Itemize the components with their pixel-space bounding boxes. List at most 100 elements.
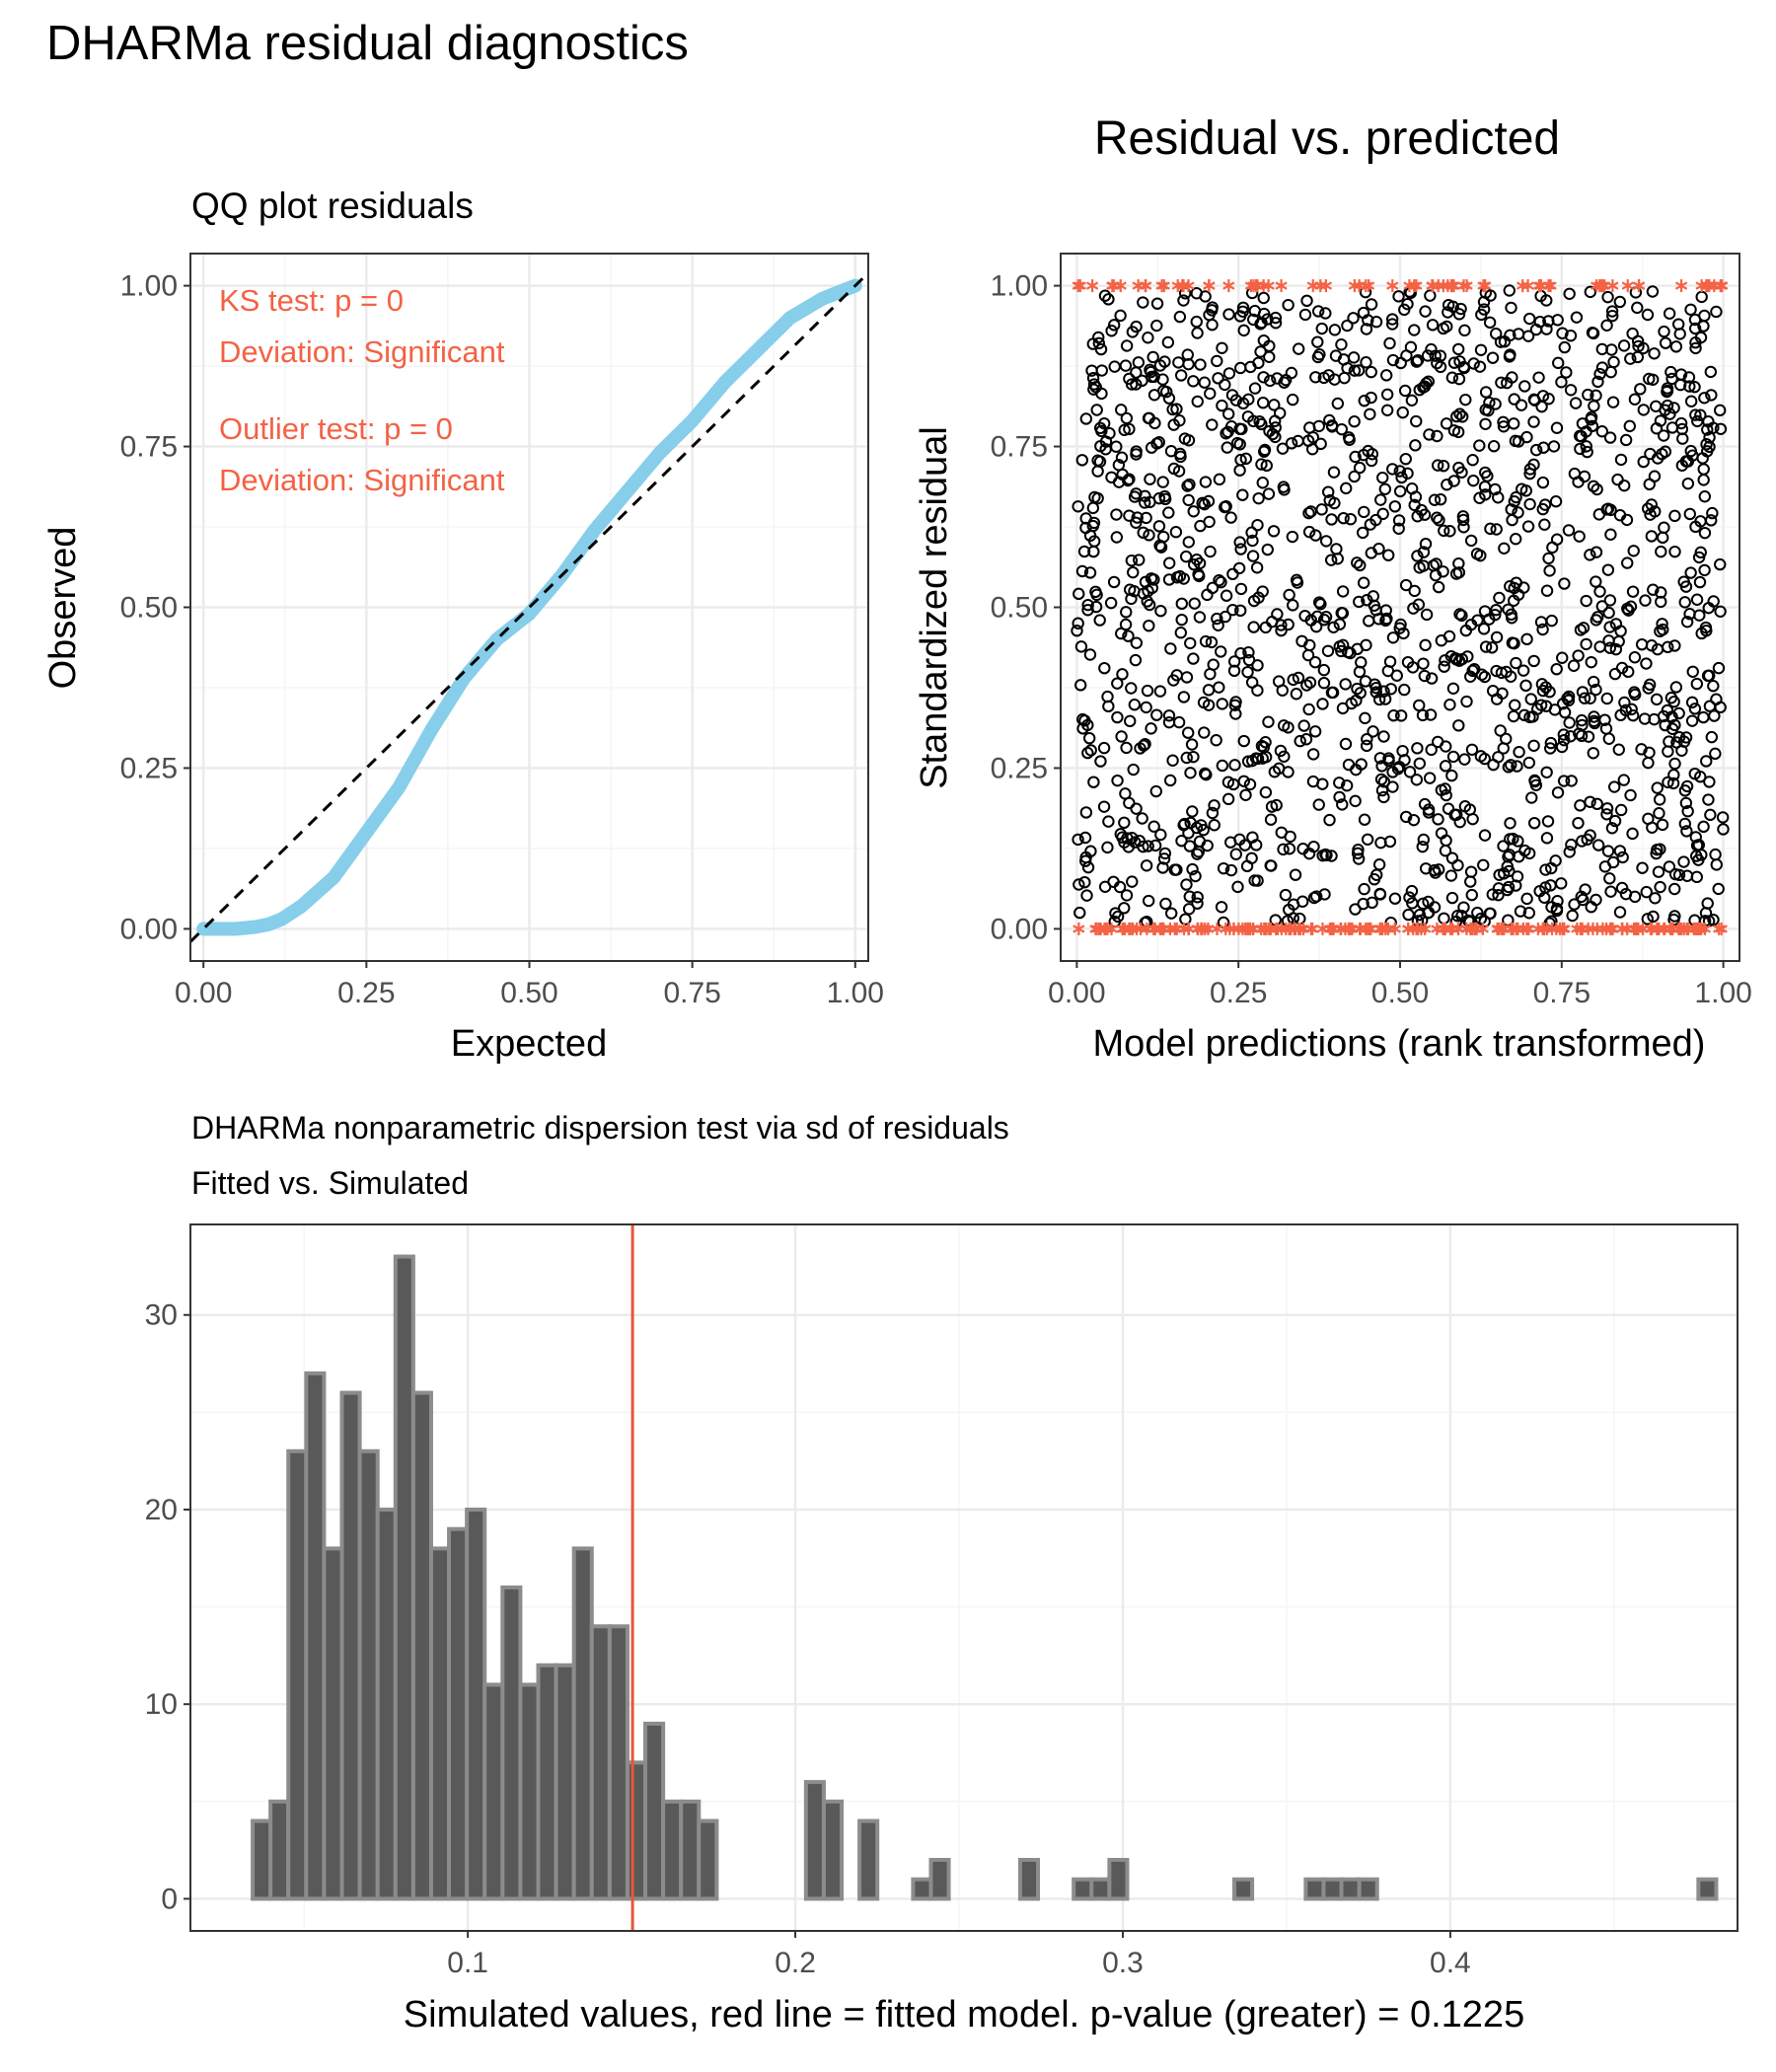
residual-point (1182, 903, 1196, 916)
residual-point (1119, 618, 1133, 631)
residual-point (1698, 563, 1711, 577)
residual-point (1246, 534, 1259, 548)
residual-point (1314, 437, 1327, 451)
residual-point (1683, 608, 1696, 621)
residual-point (1360, 323, 1373, 335)
outlier-point-high (1319, 279, 1333, 293)
outlier-point-low (1605, 922, 1618, 935)
residual-point (1502, 880, 1516, 894)
residual-point (1678, 784, 1692, 797)
residual-point (1252, 356, 1265, 370)
residual-point (1383, 655, 1397, 668)
residual-point (1576, 686, 1590, 699)
residual-point (1408, 324, 1421, 336)
residual-point (1130, 636, 1144, 649)
residual-point (1125, 554, 1139, 567)
residual-point (1422, 895, 1435, 909)
outlier-point-low (1557, 922, 1571, 935)
residual-point (1130, 366, 1143, 379)
residual-point (1452, 556, 1465, 570)
residual-point (1236, 488, 1249, 501)
outlier-point-low (1715, 922, 1728, 935)
residual-point (1343, 433, 1356, 446)
residual-point (1538, 518, 1551, 531)
residual-point (1424, 708, 1438, 721)
qq-plot-panel: QQ plot residuals 0.00 0.00 0.25 0.25 0.50 0.… (42, 185, 884, 1065)
residual-point (1237, 775, 1250, 787)
residual-point (1603, 594, 1617, 607)
residual-point (1336, 585, 1350, 598)
residual-point (1497, 742, 1510, 755)
residual-point (1580, 594, 1592, 608)
residual-point (1595, 342, 1608, 356)
residual-point (1699, 907, 1713, 920)
residual-point (1183, 890, 1196, 903)
residual-point (1478, 829, 1492, 842)
residual-point (1574, 624, 1588, 636)
residual-point (1634, 383, 1647, 396)
residual-plot-title: Residual vs. predicted (1094, 112, 1560, 165)
residual-point (1340, 779, 1354, 792)
residual-point (1636, 861, 1649, 874)
outlier-point-low (1651, 922, 1665, 935)
residual-point (1487, 758, 1500, 772)
residual-point (1303, 421, 1316, 434)
residual-point (1677, 575, 1690, 588)
qq-annotation-ks-deviation: Deviation: Significant (219, 334, 505, 369)
histogram-bar (1072, 1877, 1094, 1901)
outlier-point-low (1353, 922, 1367, 935)
residual-point (1406, 897, 1419, 910)
residual-point (1357, 897, 1369, 911)
residual-point (1154, 605, 1167, 618)
residual-point (1512, 328, 1525, 340)
residual-point (1575, 890, 1588, 904)
residual-point (1576, 835, 1589, 848)
residual-point (1598, 713, 1611, 726)
residual-point (1376, 471, 1389, 484)
residual-point (1094, 439, 1107, 453)
residual-point (1120, 889, 1134, 902)
residual-point (1177, 819, 1190, 832)
residual-point (1327, 466, 1341, 479)
residual-point (1452, 372, 1466, 386)
outlier-point-high (1593, 279, 1606, 293)
residual-point (1503, 284, 1516, 297)
residual-point (1325, 513, 1338, 526)
residual-point (1198, 726, 1211, 739)
residual-point (1661, 385, 1673, 399)
residual-point (1377, 730, 1390, 743)
residual-point (1277, 843, 1290, 856)
residual-point (1689, 408, 1702, 421)
residual-point (1255, 417, 1268, 431)
residual-point (1479, 466, 1492, 480)
residual-point (1682, 371, 1696, 384)
residual-point (1206, 301, 1219, 314)
residual-point (1073, 587, 1085, 601)
residual-point (1563, 287, 1576, 300)
residual-point (1395, 471, 1408, 484)
residual-point (1229, 707, 1242, 720)
outlier-point-high (1403, 279, 1416, 293)
residual-point (1081, 604, 1094, 617)
residual-point (1584, 285, 1597, 299)
residual-point (1451, 910, 1464, 923)
residual-point (1690, 870, 1703, 884)
residual-point (1479, 417, 1492, 430)
residual-point (1259, 785, 1273, 799)
residual-point (1521, 520, 1535, 533)
residual-point (1420, 377, 1433, 390)
residual-point (1608, 814, 1622, 828)
residual-point (1590, 683, 1602, 697)
outlier-point-low (1170, 922, 1183, 935)
residual-point (1105, 325, 1118, 337)
residual-point (1191, 327, 1204, 339)
residual-point (1675, 422, 1689, 436)
residual-point (1091, 465, 1104, 478)
outlier-point-high (1426, 279, 1440, 293)
residual-point (1254, 345, 1267, 358)
histogram-bar (447, 1526, 470, 1901)
residual-point (1367, 590, 1380, 603)
outlier-point-low (1335, 922, 1348, 935)
residual-point (1083, 648, 1097, 661)
residual-point (1236, 305, 1249, 318)
